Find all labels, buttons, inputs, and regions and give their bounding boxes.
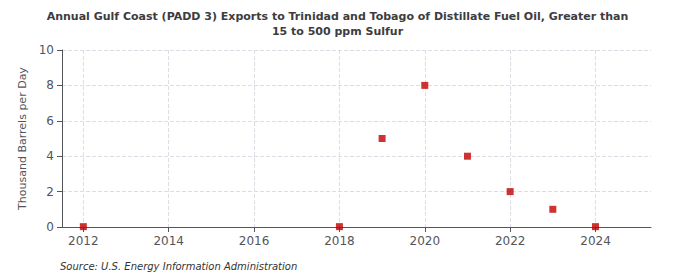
svg-text:Annual Gulf Coast (PADD 3) Exp: Annual Gulf Coast (PADD 3) Exports to Tr… xyxy=(47,10,629,23)
svg-text:10: 10 xyxy=(39,43,54,57)
svg-text:2: 2 xyxy=(46,185,54,199)
svg-text:6: 6 xyxy=(46,114,54,128)
svg-text:2014: 2014 xyxy=(153,234,184,248)
svg-text:2024: 2024 xyxy=(580,234,611,248)
svg-text:Source: U.S. Energy Informatio: Source: U.S. Energy Information Administ… xyxy=(60,261,297,272)
svg-text:2012: 2012 xyxy=(68,234,99,248)
svg-text:2022: 2022 xyxy=(495,234,526,248)
svg-text:Thousand Barrels per Day: Thousand Barrels per Day xyxy=(16,67,29,211)
svg-text:2016: 2016 xyxy=(239,234,270,248)
svg-text:8: 8 xyxy=(46,78,54,92)
svg-text:2020: 2020 xyxy=(410,234,441,248)
svg-text:0: 0 xyxy=(46,220,54,234)
svg-text:15 to 500 ppm Sulfur: 15 to 500 ppm Sulfur xyxy=(272,25,404,38)
svg-text:2018: 2018 xyxy=(324,234,355,248)
svg-text:4: 4 xyxy=(46,149,54,163)
